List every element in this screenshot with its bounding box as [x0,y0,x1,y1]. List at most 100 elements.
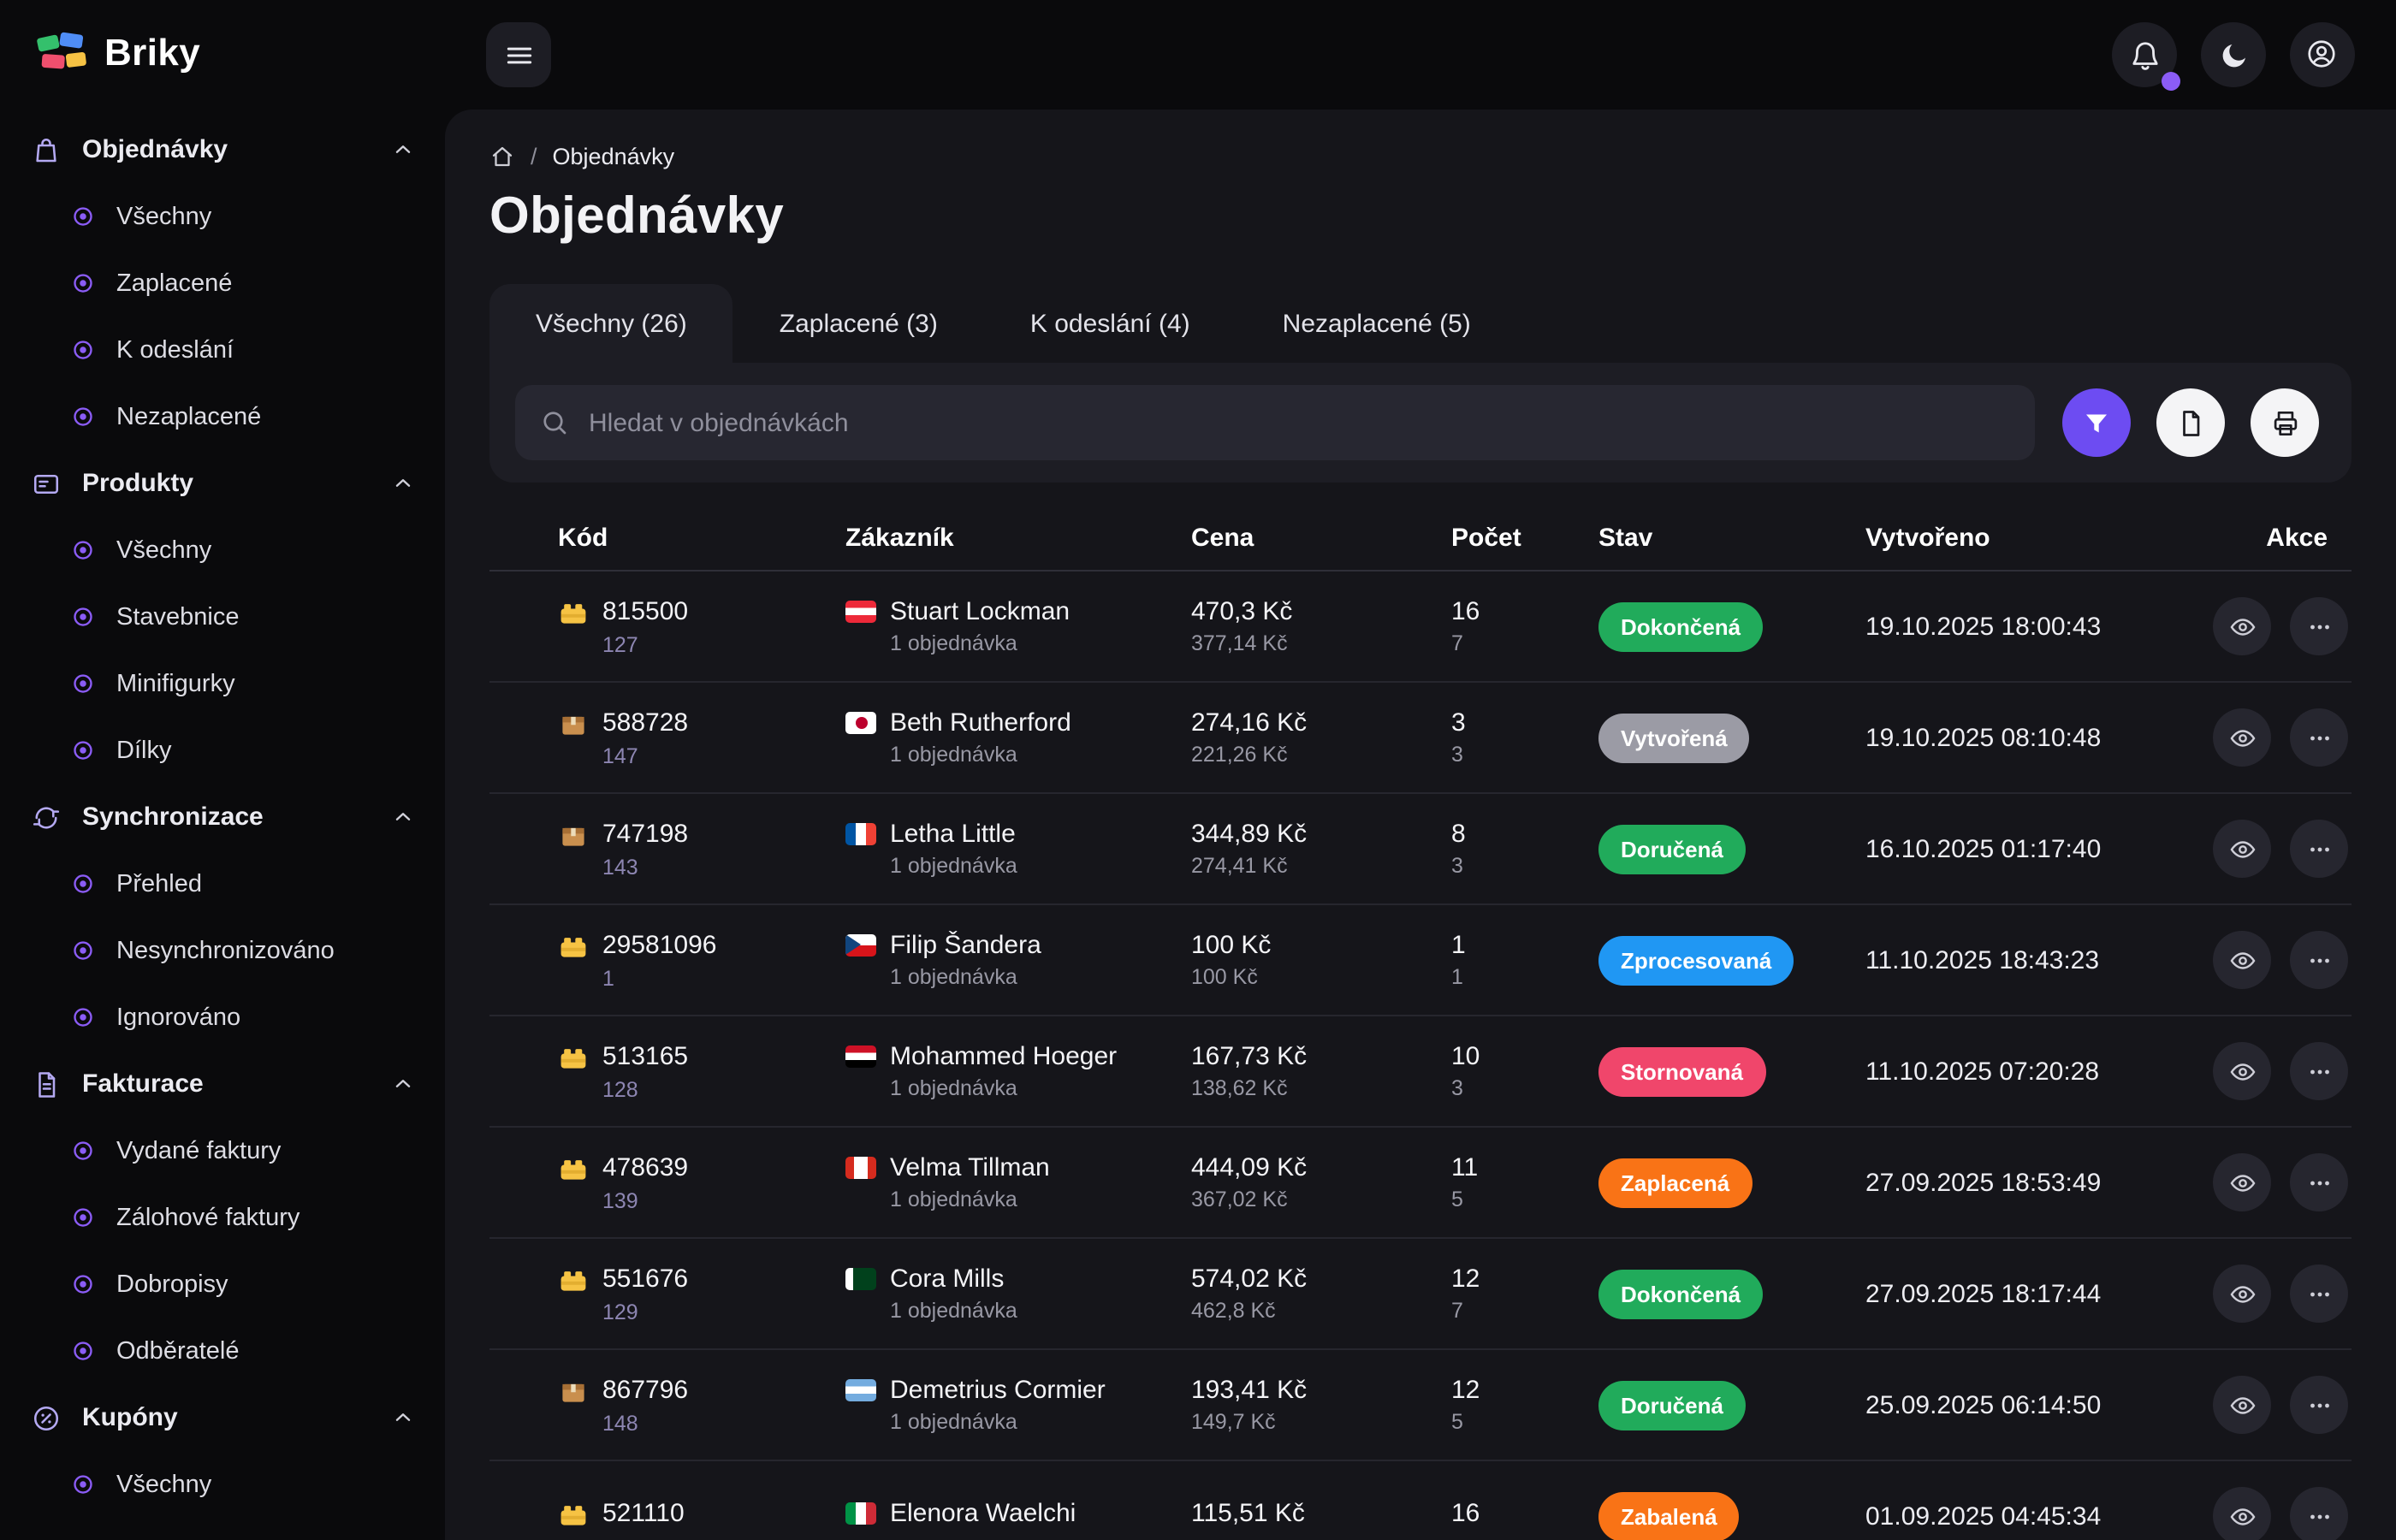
search-input[interactable] [589,408,2011,437]
target-icon [70,737,96,763]
box-icon [558,1375,589,1406]
view-order-button[interactable] [2213,1153,2271,1211]
created-timestamp: 19.10.2025 18:00:43 [1865,612,2102,641]
order-code: 478639 [602,1153,689,1182]
customer-orders-count: 1 objednávka [890,854,1017,878]
sidebar-item-produkty-dilky[interactable]: Dílky [31,717,414,784]
tab-vsechny-26[interactable]: Všechny (26) [489,284,733,363]
row-more-actions-button[interactable] [2290,1487,2348,1540]
row-more-actions-button[interactable] [2290,1042,2348,1100]
sidebar-item-synchronizace-nesynchronizovano[interactable]: Nesynchronizováno [31,917,414,984]
order-row-478639[interactable]: 478639 139 Velma Tillman 1 objednávka 444,09… [489,1128,2352,1239]
row-more-actions-button[interactable] [2290,708,2348,767]
brick-icon [558,596,589,627]
order-code: 521110 [602,1499,685,1528]
view-order-button[interactable] [2213,708,2271,767]
order-row-551676[interactable]: 551676 129 Cora Mills 1 objednávka 574,02 Kč… [489,1239,2352,1350]
sidebar-item-produkty-vsechny[interactable]: Všechny [31,517,414,583]
sidebar-section-fakturace[interactable]: Fakturace [31,1051,414,1117]
sidebar-item-kupony-vsechny[interactable]: Všechny [31,1451,414,1518]
order-count: 8 [1451,820,1466,849]
created-timestamp: 11.10.2025 18:43:23 [1865,945,2100,974]
row-more-actions-button[interactable] [2290,1153,2348,1211]
column-header-stav[interactable]: Stav [1598,524,1653,553]
sidebar-item-fakturace-dobropisy[interactable]: Dobropisy [31,1251,414,1318]
sidebar-item-synchronizace-ignorovano[interactable]: Ignorováno [31,984,414,1051]
view-order-button[interactable] [2213,820,2271,878]
column-header-akce[interactable]: Akce [2266,524,2328,553]
tab-nezaplacene-5[interactable]: Nezaplacené (5) [1282,309,1471,338]
chevron-up-icon [392,1407,414,1429]
order-code: 867796 [602,1376,689,1405]
dark-mode-toggle-button[interactable] [2201,22,2266,87]
sidebar-section-kupony[interactable]: Kupóny [31,1384,414,1451]
box-icon [558,708,589,738]
column-header-pocet[interactable]: Počet [1451,524,1521,553]
order-code: 747198 [602,820,689,849]
order-price-sub: 149,7 Kč [1191,1410,1276,1434]
column-header-vytvoreno[interactable]: Vytvořeno [1865,524,1990,553]
order-row-815500[interactable]: 815500 127 Stuart Lockman 1 objednávka 470,3… [489,572,2352,683]
sidebar-item-fakturace-odberatele[interactable]: Odběratelé [31,1318,414,1384]
sidebar-item-label: Nesynchronizováno [116,937,335,964]
eye-icon [2227,834,2257,863]
customer-orders-count: 1 objednávka [890,1410,1017,1434]
export-document-button[interactable] [2156,388,2225,457]
hamburger-menu-button[interactable] [486,22,551,87]
print-button[interactable] [2251,388,2319,457]
breadcrumb-current[interactable]: Objednávky [552,143,675,169]
status-badge: Dokončená [1598,601,1764,651]
view-order-button[interactable] [2213,1042,2271,1100]
sidebar-item-fakturace-vydane-faktury[interactable]: Vydané faktury [31,1117,414,1184]
order-row-521110[interactable]: 521110 Elenora Waelchi 115,51 Kč 16 Zabalená… [489,1461,2352,1540]
order-row-867796[interactable]: 867796 148 Demetrius Cormier 1 objednávka 19… [489,1350,2352,1461]
row-more-actions-button[interactable] [2290,1376,2348,1434]
column-header-cena[interactable]: Cena [1191,524,1254,553]
order-row-513165[interactable]: 513165 128 Mohammed Hoeger 1 objednávka 167,… [489,1016,2352,1128]
sidebar-item-objednavky-nezaplacene[interactable]: Nezaplacené [31,383,414,450]
user-icon [2305,38,2340,72]
column-header-kod[interactable]: Kód [558,524,608,553]
tab-k-odeslani-4[interactable]: K odeslání (4) [1029,309,1190,338]
order-row-747198[interactable]: 747198 143 Letha Little 1 objednávka 344,89 … [489,794,2352,905]
flag-jp-icon [845,712,876,734]
column-header-zakaznik[interactable]: Zákazník [845,524,954,553]
sidebar-section-produkty[interactable]: Produkty [31,450,414,517]
sidebar-item-produkty-stavebnice[interactable]: Stavebnice [31,583,414,650]
target-icon [70,204,96,229]
view-order-button[interactable] [2213,1376,2271,1434]
ellipsis-icon [2304,723,2334,752]
order-price: 274,16 Kč [1191,708,1308,737]
row-more-actions-button[interactable] [2290,931,2348,989]
sidebar-item-objednavky-zaplacene[interactable]: Zaplacené [31,250,414,317]
sidebar-item-label: Všechny [116,1471,212,1498]
order-count: 16 [1451,1499,1480,1528]
table-header-row: Kód Zákazník Cena Počet Stav Vytvořeno Akce [489,506,2352,572]
home-icon[interactable] [489,143,515,169]
order-row-29581096[interactable]: 29581096 1 Filip Šandera 1 objednávka 100 Kč… [489,905,2352,1016]
sidebar-item-synchronizace-prehled[interactable]: Přehled [31,850,414,917]
view-order-button[interactable] [2213,1265,2271,1323]
view-order-button[interactable] [2213,1487,2271,1540]
order-row-588728[interactable]: 588728 147 Beth Rutherford 1 objednávka 274,… [489,683,2352,794]
sidebar-item-fakturace-zalohove-faktury[interactable]: Zálohové faktury [31,1184,414,1251]
view-order-button[interactable] [2213,931,2271,989]
row-more-actions-button[interactable] [2290,1265,2348,1323]
sidebar-item-objednavky-vsechny[interactable]: Všechny [31,183,414,250]
sidebar-item-objednavky-k-odeslani[interactable]: K odeslání [31,317,414,383]
eye-icon [2227,1279,2257,1308]
filter-button[interactable] [2062,388,2131,457]
sidebar-item-produkty-minifigurky[interactable]: Minifigurky [31,650,414,717]
order-price-sub: 274,41 Kč [1191,854,1288,878]
sidebar-item-label: Nezaplacené [116,403,262,430]
sidebar-item-label: Zaplacené [116,270,233,297]
sidebar-section-synchronizace[interactable]: Synchronizace [31,784,414,850]
sidebar-section-objednavky[interactable]: Objednávky [31,116,414,183]
sidebar-section-label: Objednávky [82,135,228,164]
view-order-button[interactable] [2213,597,2271,655]
order-price: 444,09 Kč [1191,1153,1308,1182]
row-more-actions-button[interactable] [2290,820,2348,878]
account-button[interactable] [2290,22,2355,87]
tab-zaplacene-3[interactable]: Zaplacené (3) [779,309,938,338]
row-more-actions-button[interactable] [2290,597,2348,655]
